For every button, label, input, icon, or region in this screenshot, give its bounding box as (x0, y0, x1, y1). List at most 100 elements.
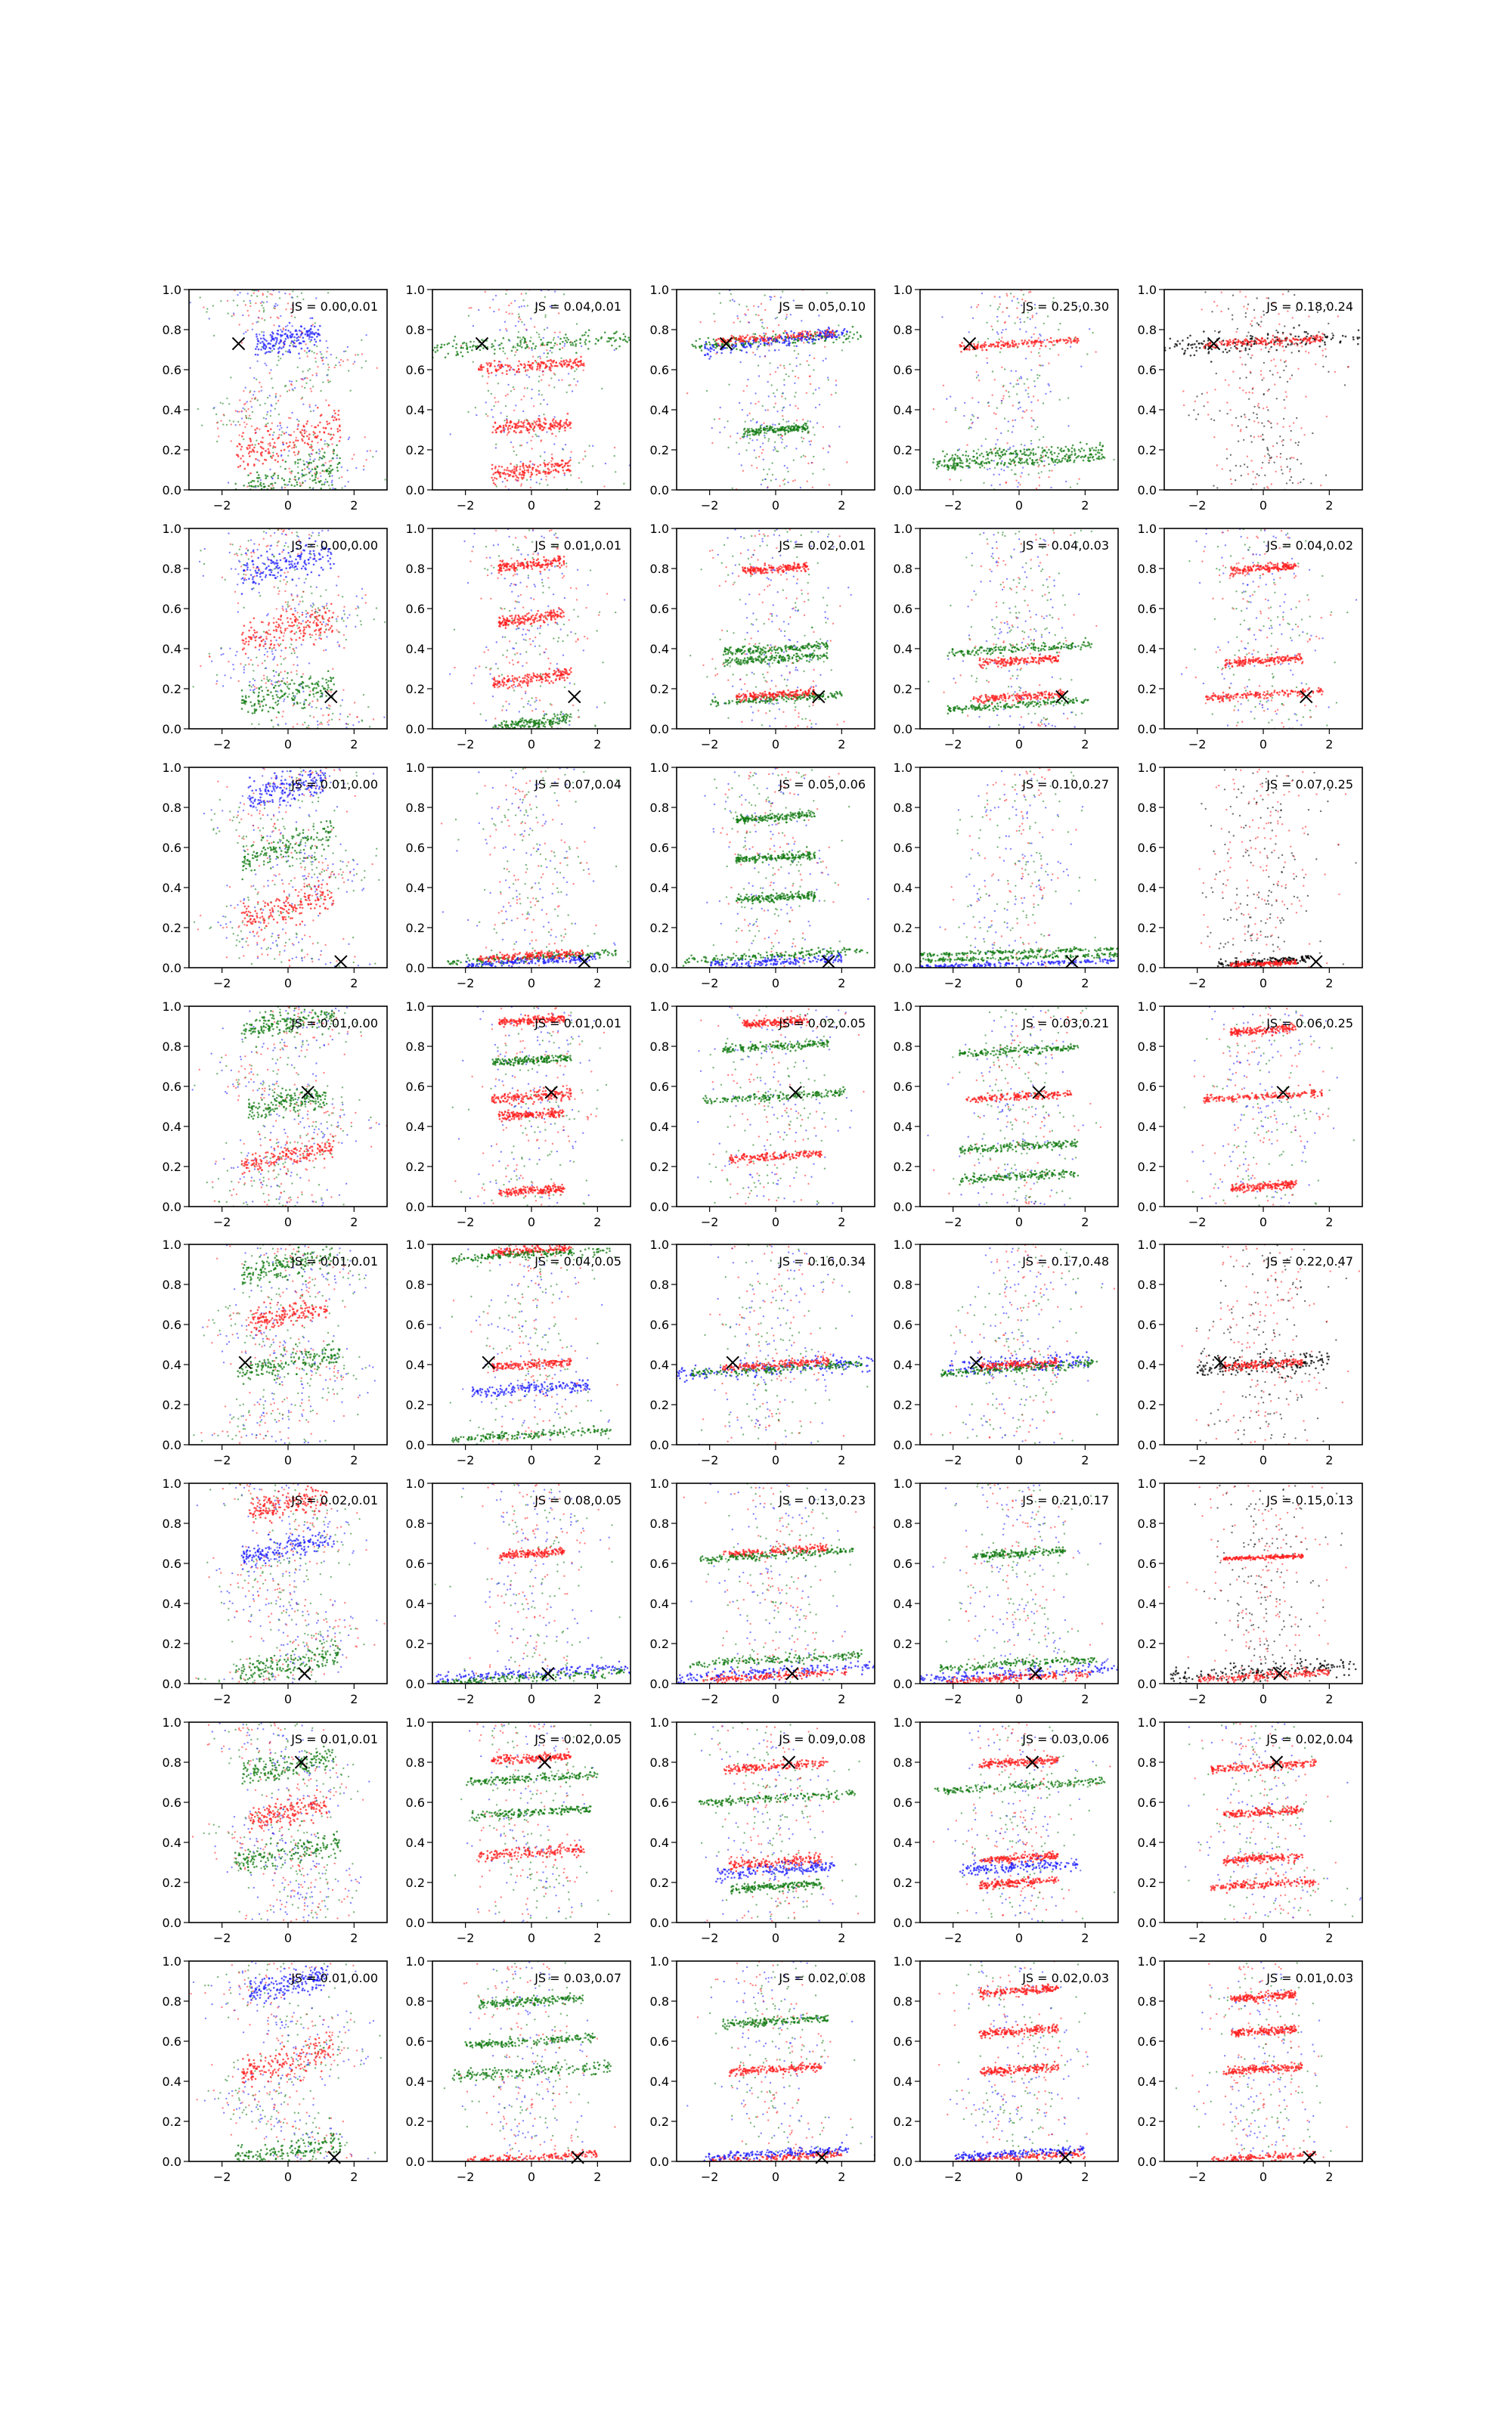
scatter-point (329, 460, 330, 462)
scatter-point (220, 420, 222, 422)
scatter-point (1280, 457, 1281, 458)
scatter-point (976, 306, 978, 308)
scatter-point (314, 458, 315, 460)
band-point (584, 341, 587, 343)
band-point (789, 428, 792, 430)
scatter-point (280, 581, 281, 582)
scatter-point (302, 600, 303, 602)
band-point (968, 346, 971, 349)
scatter-point (1278, 324, 1280, 325)
band-point (548, 469, 550, 471)
scatter-point (1248, 398, 1250, 400)
scatter-point (266, 414, 268, 415)
scatter-point (485, 401, 487, 403)
scatter-point (261, 680, 262, 681)
scatter-point (358, 721, 360, 723)
band-point (440, 346, 442, 349)
band-point (501, 466, 503, 468)
band-point (319, 422, 321, 424)
scatter-point (978, 341, 979, 342)
scatter-point (328, 714, 330, 715)
scatter-point (1043, 402, 1044, 404)
scatter-point (527, 305, 528, 306)
scatter-point (291, 325, 293, 327)
scatter-point (209, 653, 210, 655)
scatter-point (574, 370, 575, 372)
scatter-point (311, 351, 313, 352)
scatter-point (272, 434, 274, 435)
scatter-point (730, 293, 732, 295)
band-point (790, 330, 792, 333)
band-point (293, 345, 296, 348)
band-point (336, 469, 339, 472)
scatter-point (536, 435, 538, 437)
scatter-point (815, 407, 816, 408)
scatter-point (357, 615, 358, 616)
scatter-point (994, 296, 996, 297)
scatter-point (253, 391, 255, 392)
scatter-point (257, 665, 259, 666)
scatter-point (1275, 471, 1276, 473)
scatter-point (999, 339, 1000, 340)
band-point (618, 345, 621, 348)
scatter-point (275, 396, 277, 398)
scatter-point (245, 304, 246, 305)
scatter-point (1182, 390, 1184, 392)
scatter-point (225, 579, 226, 581)
band-point (828, 336, 830, 338)
band-point (1003, 464, 1005, 466)
scatter-point (327, 608, 328, 609)
band-point (968, 455, 970, 457)
band-point (1275, 339, 1278, 341)
scatter-point (507, 358, 508, 359)
scatter-point (271, 544, 272, 546)
band-point (300, 325, 302, 327)
scatter-point (239, 435, 240, 436)
scatter-point (274, 681, 276, 683)
scatter-point (317, 720, 318, 722)
scatter-point (770, 299, 771, 300)
scatter-point (271, 650, 273, 652)
band-point (513, 476, 515, 478)
scatter-point (1243, 305, 1244, 307)
band-point (1072, 445, 1074, 447)
scatter-point (325, 479, 327, 480)
scatter-point (785, 316, 787, 318)
scatter-point (376, 451, 377, 452)
band-point (311, 333, 313, 335)
scatter-point (1006, 295, 1008, 296)
band-point (262, 437, 264, 439)
scatter-point (271, 478, 273, 479)
band-point (538, 420, 541, 422)
scatter-point (302, 691, 304, 693)
band-point (270, 339, 272, 342)
band-point (553, 469, 555, 472)
scatter-point (1239, 357, 1241, 358)
band-point (494, 429, 497, 432)
band-point (738, 338, 740, 340)
scatter-point (318, 607, 319, 609)
band-point (462, 355, 464, 358)
band-point (765, 333, 767, 335)
band-point (299, 485, 302, 487)
band-point (510, 463, 512, 465)
band-point (997, 343, 999, 345)
scatter-point (278, 434, 280, 435)
band-point (1024, 461, 1026, 463)
scatter-point (296, 674, 298, 675)
scatter-point (297, 553, 299, 555)
band-point (244, 468, 246, 470)
band-point (310, 339, 312, 341)
scatter-point (280, 427, 282, 429)
band-point (784, 336, 786, 338)
scatter-point (803, 342, 804, 343)
scatter-point (272, 726, 274, 727)
band-point (1033, 448, 1035, 451)
scatter-point (508, 305, 510, 306)
scatter-point (283, 329, 284, 330)
scatter-point (976, 376, 978, 378)
scatter-point (322, 714, 324, 716)
scatter-point (265, 648, 266, 649)
scatter-points (172, 528, 396, 730)
scatter-point (719, 293, 720, 294)
